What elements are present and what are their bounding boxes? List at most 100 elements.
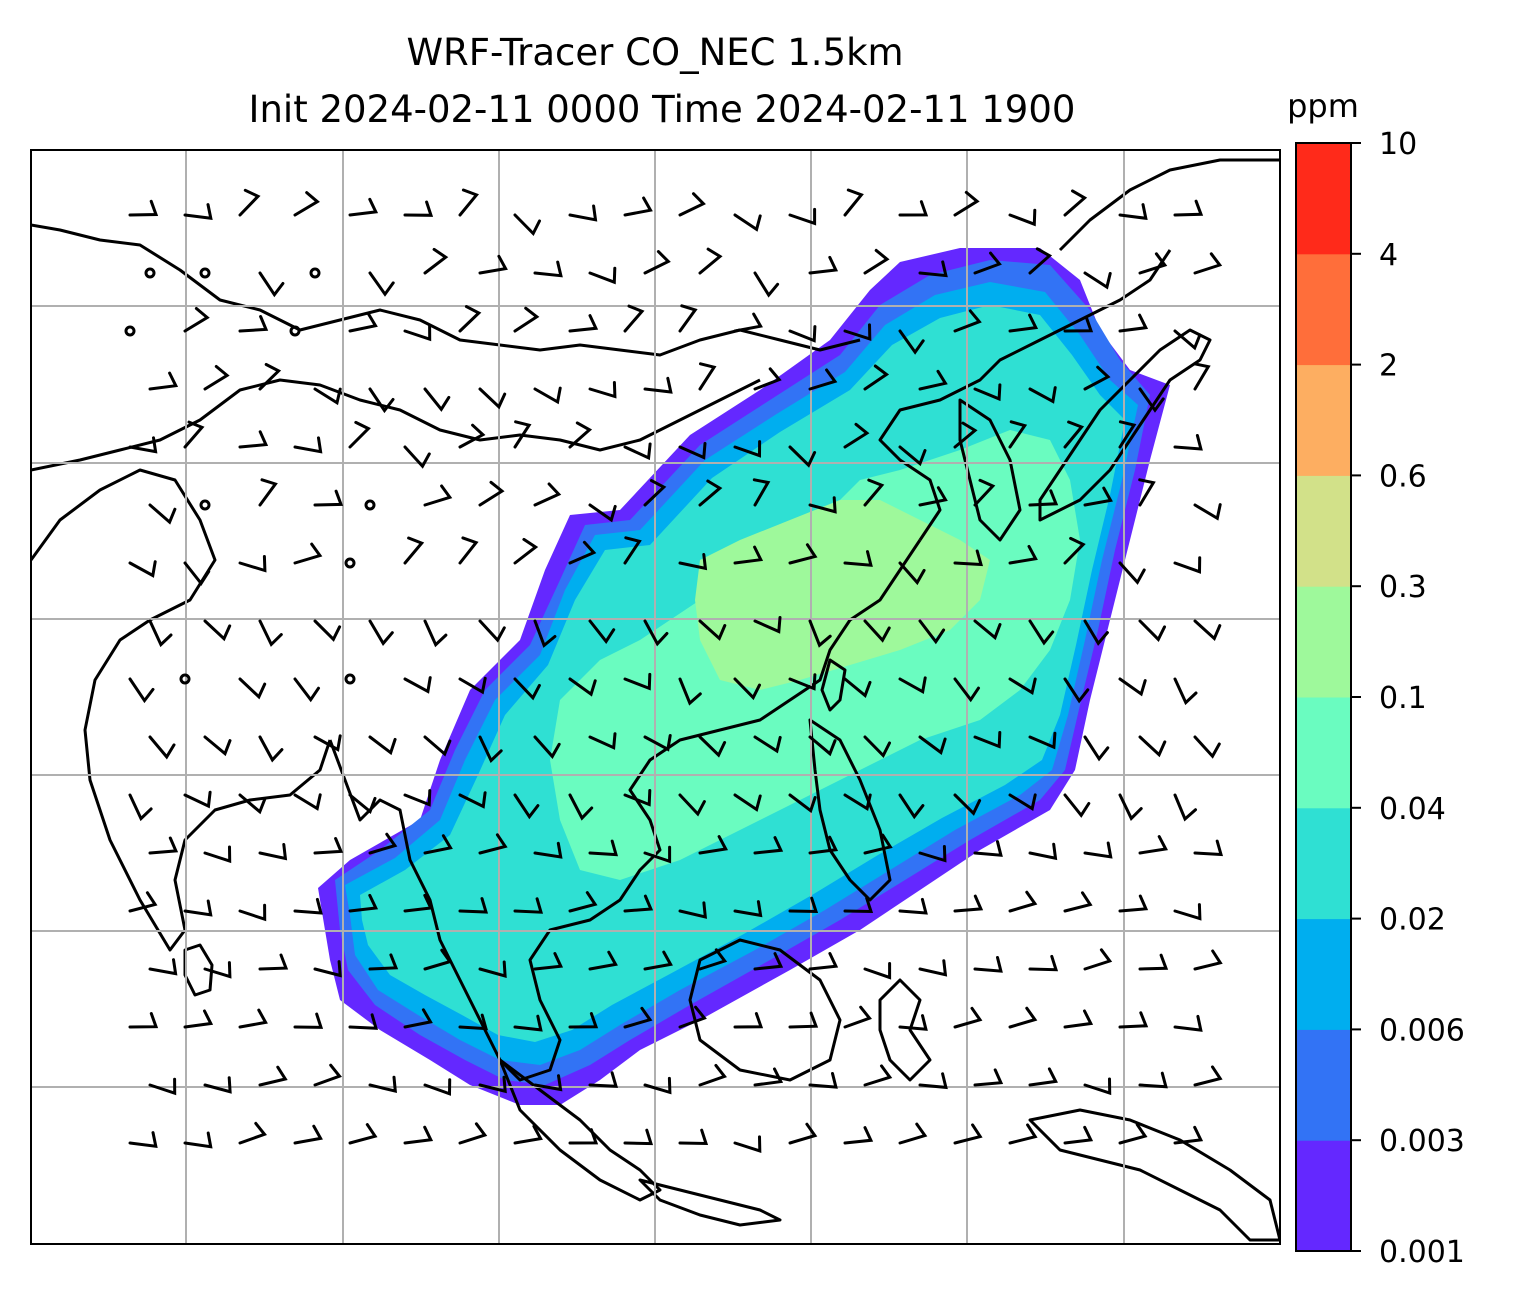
colorbar-tick-label: 0.3 bbox=[1379, 570, 1427, 605]
wind-barb bbox=[128, 1012, 159, 1029]
wind-barb bbox=[183, 790, 212, 809]
wind-barb bbox=[1173, 903, 1202, 921]
colorbar-ticks: 0.001 0.003 0.006 0.02 0.04 0.1 0.3 0.6 2 4 10 bbox=[1351, 127, 1465, 1270]
wind-barb bbox=[1138, 619, 1166, 642]
wind-barb bbox=[258, 1065, 288, 1087]
wind-barb-calm bbox=[344, 557, 356, 569]
wind-barb bbox=[678, 901, 708, 919]
wind-barb bbox=[1138, 953, 1169, 971]
wind-barb bbox=[588, 503, 617, 523]
wind-barb bbox=[788, 445, 817, 468]
wind-barb bbox=[898, 561, 926, 586]
wind-barb bbox=[1028, 842, 1058, 861]
wind-barb-calm bbox=[199, 499, 211, 511]
wind-barb bbox=[258, 363, 282, 391]
wind-barb bbox=[128, 560, 157, 578]
colorbar-segment bbox=[1296, 364, 1351, 476]
wind-barb bbox=[953, 309, 982, 333]
wind-barb bbox=[1008, 1006, 1038, 1029]
wind-barb bbox=[458, 423, 486, 449]
wind-barb bbox=[478, 480, 505, 507]
colorbar-segment bbox=[1296, 918, 1351, 1030]
colorbar-segment bbox=[1296, 143, 1351, 255]
wind-barb bbox=[313, 1063, 342, 1087]
wind-barb bbox=[458, 1122, 488, 1145]
wind-barb bbox=[733, 312, 763, 333]
wind-barb bbox=[1118, 313, 1149, 333]
border-inner bbox=[31, 378, 761, 472]
coastline-sulawesi bbox=[878, 978, 932, 1082]
wind-barb bbox=[423, 247, 449, 275]
colorbar-tick-label: 2 bbox=[1379, 349, 1398, 384]
wind-barb bbox=[1193, 252, 1223, 275]
coastline-india bbox=[31, 468, 332, 952]
wind-barb bbox=[368, 619, 394, 646]
wind-barb bbox=[293, 677, 320, 703]
wind-barb bbox=[918, 260, 948, 278]
wind-barb bbox=[203, 619, 232, 642]
wind-barb bbox=[1008, 890, 1038, 913]
wind-barb bbox=[588, 950, 618, 971]
wind-barb bbox=[898, 676, 927, 695]
wind-barb bbox=[1028, 1067, 1058, 1087]
wind-barb bbox=[1193, 735, 1221, 759]
wind-barb bbox=[1008, 544, 1038, 565]
wind-barb bbox=[733, 677, 761, 701]
wind-barb bbox=[1193, 949, 1223, 971]
wind-barb bbox=[788, 543, 818, 565]
colorbar-tick-label: 0.003 bbox=[1379, 1124, 1465, 1159]
wind-barb bbox=[348, 793, 377, 814]
wind-barb bbox=[513, 677, 541, 701]
wind-barb bbox=[1083, 735, 1110, 762]
wind-barb bbox=[1173, 793, 1197, 822]
wind-barb-calm bbox=[364, 499, 376, 511]
wind-barb bbox=[423, 387, 451, 412]
wind-barb bbox=[533, 386, 562, 405]
wind-barb bbox=[788, 325, 817, 343]
wind-barb bbox=[623, 1006, 653, 1029]
wind-barb bbox=[1063, 536, 1086, 565]
wind-barb bbox=[1173, 556, 1202, 574]
wind-barb bbox=[973, 478, 996, 507]
wind-barb bbox=[752, 478, 771, 507]
wind-barb bbox=[348, 312, 378, 333]
wind-barb bbox=[1118, 793, 1143, 821]
wind-barb bbox=[533, 735, 561, 759]
wind-barb bbox=[843, 1126, 874, 1145]
gridlines bbox=[31, 150, 1280, 1244]
colorbar-segment bbox=[1296, 253, 1351, 366]
wind-barb bbox=[918, 1072, 948, 1090]
wind-barb bbox=[423, 735, 452, 757]
wind-barb bbox=[753, 271, 780, 298]
wind-barb bbox=[313, 619, 342, 642]
wind-barb bbox=[808, 255, 839, 275]
wind-barb bbox=[423, 484, 453, 507]
wind-barb bbox=[863, 962, 892, 980]
colorbar-segment bbox=[1296, 807, 1351, 920]
wind-barb bbox=[898, 445, 927, 467]
wind-barb bbox=[458, 305, 482, 333]
wind-barb bbox=[183, 203, 213, 221]
wind-barb bbox=[313, 960, 342, 978]
wind-barb bbox=[478, 254, 508, 275]
wind-barb bbox=[403, 893, 434, 913]
wind-barb bbox=[348, 1123, 378, 1145]
wind-barb bbox=[568, 677, 597, 697]
wind-barb bbox=[368, 735, 397, 756]
wind-barb bbox=[733, 440, 762, 458]
wind-barb bbox=[808, 952, 839, 971]
wind-barb bbox=[533, 619, 557, 648]
colorbar-tick-label: 0.1 bbox=[1379, 681, 1427, 716]
colorbar-segment bbox=[1296, 586, 1351, 698]
wind-barb bbox=[183, 899, 213, 917]
wind-barb bbox=[733, 545, 764, 565]
wind-barb bbox=[788, 1122, 818, 1145]
wind-barb bbox=[348, 1013, 379, 1030]
colorbar-segment bbox=[1296, 1029, 1351, 1141]
wind-barb bbox=[1083, 841, 1113, 859]
wind-barb bbox=[568, 204, 598, 222]
wind-barb bbox=[973, 956, 1003, 973]
wind-barb bbox=[293, 1124, 323, 1145]
border-north bbox=[31, 223, 861, 357]
wind-barb bbox=[568, 540, 597, 565]
